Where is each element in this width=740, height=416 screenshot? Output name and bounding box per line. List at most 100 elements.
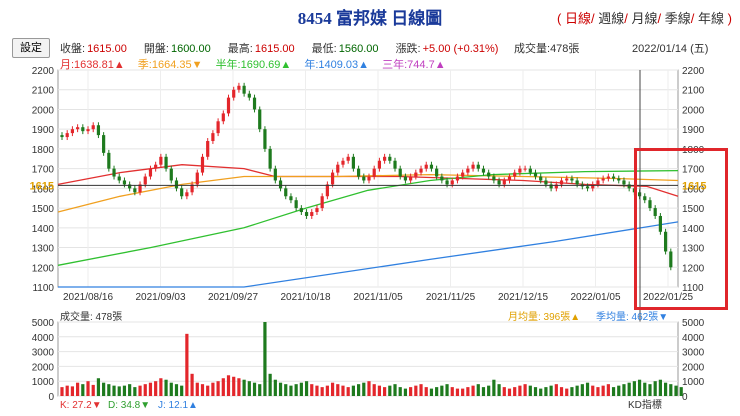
volume-bar <box>419 384 423 396</box>
volume-bar <box>362 382 366 396</box>
candle-body <box>471 164 475 169</box>
volume-bar <box>653 381 657 396</box>
volume-bar <box>591 385 595 396</box>
candle-body <box>86 129 90 132</box>
candle-body <box>185 192 189 197</box>
reference-label-right: 1615 <box>682 180 706 192</box>
volume-bar <box>643 382 647 396</box>
candle-body <box>154 164 158 169</box>
candle-body <box>528 168 532 173</box>
volume-title: 成交量: 478張 <box>60 310 122 323</box>
price-tick-right: 1600 <box>682 184 705 195</box>
volume-legend-season: 季均量: 462張▼ <box>596 311 668 323</box>
volume-tick-right: 0 <box>682 392 688 403</box>
candle-body <box>258 109 262 130</box>
candle-body <box>128 184 132 189</box>
candle-body <box>663 231 668 252</box>
candle-body <box>393 160 397 169</box>
close-value: 1615.00 <box>87 43 127 55</box>
candle-body <box>117 176 121 181</box>
volume-bar <box>122 385 127 396</box>
date-tick-label: 2021/08/16 <box>63 292 113 303</box>
volume-bar <box>91 384 95 396</box>
volume-bar <box>440 385 444 396</box>
volume-bar <box>580 384 584 396</box>
candle-body <box>497 180 501 185</box>
price-tick-right: 2000 <box>682 105 705 116</box>
volume-bar <box>216 381 220 396</box>
candle-body <box>554 184 558 189</box>
price-tick-right: 2200 <box>682 66 705 77</box>
candle-body <box>190 184 194 193</box>
candle-body <box>476 164 480 169</box>
volume-tick-left: 4000 <box>32 333 55 344</box>
volume-bar <box>388 385 392 396</box>
volume-bar <box>180 385 184 396</box>
chart-title: 8454 富邦媒 日線圖 <box>297 9 443 28</box>
volume-bar <box>502 387 506 396</box>
volume-bar <box>237 378 241 396</box>
period-month[interactable]: 月線 <box>631 11 658 26</box>
price-tick-right: 2100 <box>682 86 705 97</box>
volume-bar <box>674 385 678 396</box>
period-year[interactable]: 年線 <box>698 11 725 26</box>
volume-bar <box>284 384 288 396</box>
volume-bar <box>143 384 147 396</box>
candle-body <box>336 164 340 173</box>
volume-bar <box>414 385 418 396</box>
candle-body <box>502 180 506 185</box>
volume-tick-right: 4000 <box>682 333 705 344</box>
volume-bar <box>487 385 491 396</box>
candle-body <box>523 168 527 170</box>
volume-bar <box>336 384 340 396</box>
period-week[interactable]: 週線 <box>598 11 625 26</box>
volume-bar <box>242 379 246 396</box>
candle-body <box>252 97 257 110</box>
change-value: +5.00 (+0.31%) <box>422 43 499 55</box>
volume-tick-left: 5000 <box>32 318 55 329</box>
candle-body <box>398 168 402 177</box>
candle-body <box>200 156 205 173</box>
candle-body <box>278 180 283 189</box>
candle-body <box>409 176 413 181</box>
candle-body <box>487 172 491 177</box>
candle-body <box>627 184 631 189</box>
candle-body <box>112 168 116 177</box>
candle-body <box>648 200 652 209</box>
candle-body <box>414 172 418 177</box>
price-tick-left: 1700 <box>32 165 55 176</box>
volume-bar <box>86 381 90 396</box>
candle-body <box>310 212 314 216</box>
price-tick-right: 1900 <box>682 125 705 136</box>
candle-body <box>226 97 231 114</box>
candle-body <box>424 164 428 169</box>
highlight-box <box>634 148 728 310</box>
volume-bar <box>294 384 298 396</box>
volume-bar <box>518 385 522 396</box>
candle-body <box>107 152 111 169</box>
volume-bar <box>575 385 579 396</box>
volume-tick-right: 5000 <box>682 318 705 329</box>
volume-bar <box>154 381 158 396</box>
candle-body <box>461 172 465 177</box>
candle-body <box>372 168 376 177</box>
volume-bar <box>138 385 142 396</box>
volume-bar <box>164 379 168 396</box>
settings-button[interactable]: 設定 <box>12 38 50 58</box>
candle-body <box>435 168 439 177</box>
volume-bar <box>252 382 257 396</box>
volume-bar <box>258 384 262 396</box>
date-tick-label: 2021/12/15 <box>498 292 548 303</box>
volume-bar <box>565 388 569 396</box>
volume-bar <box>320 387 324 396</box>
candle-body <box>315 208 319 213</box>
volume-bar <box>200 384 205 396</box>
candle-body <box>544 180 548 185</box>
volume-tick-left: 1000 <box>32 377 55 388</box>
period-season[interactable]: 季線 <box>664 11 691 26</box>
candle-body <box>133 188 137 193</box>
candle-body <box>96 125 101 136</box>
candle-body <box>206 141 210 157</box>
period-day[interactable]: 日線 <box>565 11 592 26</box>
